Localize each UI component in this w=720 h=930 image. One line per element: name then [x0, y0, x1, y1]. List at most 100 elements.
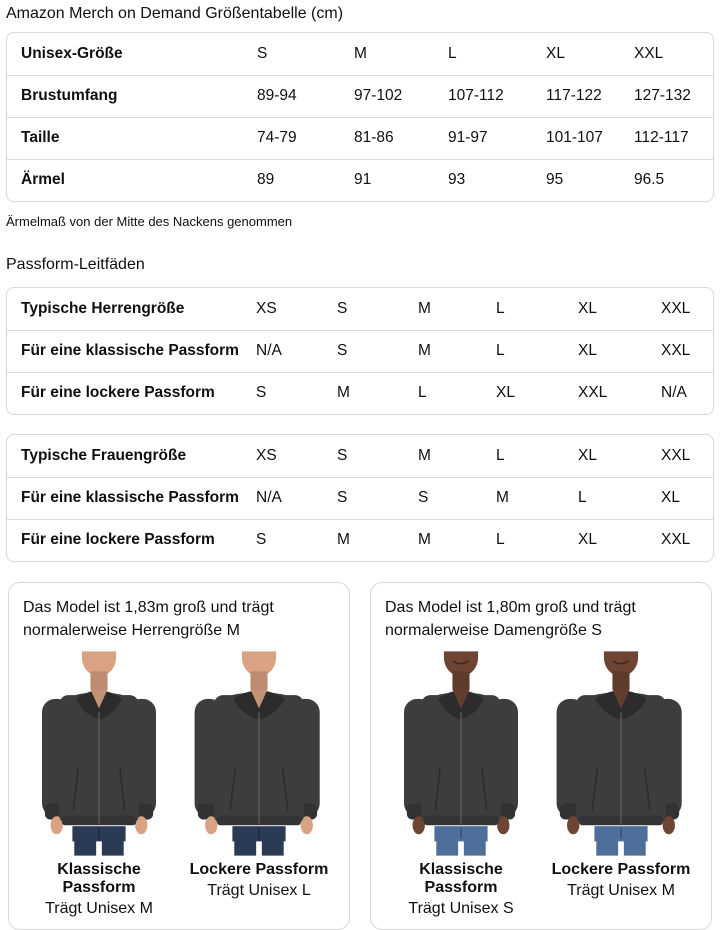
model-card-womens: Das Model ist 1,80m groß und trägt norma… [370, 582, 712, 930]
size-value-cell: S [337, 329, 418, 373]
size-value-cell: 127-132 [634, 74, 713, 118]
size-value-cell: 101-107 [546, 116, 634, 160]
size-col-header: L [496, 299, 505, 317]
size-value-cell: L [496, 518, 578, 562]
row-label: Ärmel [7, 158, 257, 202]
size-col-header: S [337, 299, 348, 317]
model-photos: Klassische Passform Trägt Unisex M Locke… [23, 650, 335, 918]
photo-block-classic: Klassische Passform Trägt Unisex S [385, 650, 537, 918]
size-col-header: S [337, 446, 348, 464]
size-value-cell: S [256, 371, 337, 415]
size-value-cell: 91 [354, 158, 448, 202]
table-row-loose-fit: Für eine lockere Passform S M L XL XXL N… [7, 371, 713, 415]
size-value-cell: L [496, 329, 578, 373]
row-label: Taille [7, 116, 257, 160]
table-row-sleeve: Ärmel 89 91 93 95 96.5 [7, 158, 713, 202]
model-description: Das Model ist 1,83m groß und trägt norma… [23, 599, 274, 640]
size-value-cell: 89-94 [257, 74, 354, 118]
fit-table-header-row: Typische Herrengröße XS S M L XL XXL [7, 288, 713, 330]
row-label: Typische Herrengröße [21, 299, 185, 317]
size-col-header: XXL [661, 446, 691, 464]
size-value-cell: S [256, 518, 337, 562]
size-value-cell: 112-117 [634, 116, 713, 160]
row-label: Für eine klassische Passform [7, 476, 256, 520]
size-value-cell: 95 [546, 158, 634, 202]
size-value-cell: 97-102 [354, 74, 448, 118]
size-value-cell: 107-112 [448, 74, 546, 118]
size-col-header: XXL [661, 299, 691, 317]
model-card-mens: Das Model ist 1,83m groß und trägt norma… [8, 582, 350, 930]
size-value-cell: 89 [257, 158, 354, 202]
size-col-header: M [354, 44, 367, 62]
table-row-chest: Brustumfang 89-94 97-102 107-112 117-122… [7, 74, 713, 118]
size-col-header: M [418, 299, 431, 317]
size-value-cell: XXL [661, 518, 713, 562]
fit-label: Lockere Passform [189, 861, 329, 879]
size-value-cell: M [418, 518, 496, 562]
sleeve-measure-footnote: Ärmelmaß von der Mitte des Nackens genom… [6, 214, 293, 230]
table-row-classic-fit: Für eine klassische Passform N/A S S M L… [7, 476, 713, 520]
page-title: Amazon Merch on Demand Größentabelle (cm… [6, 5, 344, 22]
size-col-header: XL [578, 446, 597, 464]
size-value-cell: 117-122 [546, 74, 634, 118]
size-value-cell: N/A [256, 329, 337, 373]
size-label: Trägt Unisex M [567, 882, 675, 900]
fit-table-header-row: Typische Frauengröße XS S M L XL XXL [7, 435, 713, 477]
model-photo-mens-classic [23, 650, 175, 857]
size-label: Trägt Unisex L [207, 882, 311, 900]
size-value-cell: S [337, 476, 418, 520]
model-photo-womens-classic [385, 650, 537, 857]
model-cards-row: Das Model ist 1,83m groß und trägt norma… [8, 582, 712, 930]
size-value-cell: S [418, 476, 496, 520]
size-value-cell: XXL [661, 329, 713, 373]
size-col-header: XL [546, 44, 565, 62]
size-value-cell: N/A [256, 476, 337, 520]
size-col-header: L [496, 446, 505, 464]
size-value-cell: M [337, 518, 418, 562]
size-value-cell: M [496, 476, 578, 520]
size-col-header: XL [578, 299, 597, 317]
size-value-cell: L [578, 476, 661, 520]
size-value-cell: N/A [661, 371, 713, 415]
size-value-cell: 74-79 [257, 116, 354, 160]
size-value-cell: XL [661, 476, 713, 520]
row-label: Unisex-Größe [21, 44, 123, 62]
fit-label: Lockere Passform [551, 861, 691, 879]
size-value-cell: 91-97 [448, 116, 546, 160]
photo-block-loose: Lockere Passform Trägt Unisex M [545, 650, 697, 918]
fit-guides-heading: Passform-Leitfäden [6, 256, 145, 274]
fit-label: Klassische Passform [57, 861, 141, 897]
size-table: Unisex-Größe S M L XL XXL Brustumfang 89… [6, 32, 714, 203]
photo-block-classic: Klassische Passform Trägt Unisex M [23, 650, 175, 918]
photo-block-loose: Lockere Passform Trägt Unisex L [183, 650, 335, 918]
row-label: Für eine lockere Passform [7, 371, 256, 415]
size-value-cell: 93 [448, 158, 546, 202]
fit-table-womens: Typische Frauengröße XS S M L XL XXL Für… [6, 434, 714, 563]
row-label: Typische Frauengröße [21, 446, 187, 464]
size-table-header-row: Unisex-Größe S M L XL XXL [7, 33, 713, 75]
size-value-cell: XXL [578, 371, 661, 415]
size-value-cell: 96.5 [634, 158, 713, 202]
fit-table-mens: Typische Herrengröße XS S M L XL XXL Für… [6, 287, 714, 416]
fit-label: Klassische Passform [419, 861, 503, 897]
size-col-header: L [448, 44, 457, 62]
row-label: Brustumfang [7, 74, 257, 118]
row-label: Für eine klassische Passform [7, 329, 256, 373]
size-label: Trägt Unisex S [408, 900, 514, 918]
size-col-header: XS [256, 446, 277, 464]
size-value-cell: XL [496, 371, 578, 415]
size-col-header: M [418, 446, 431, 464]
size-value-cell: M [337, 371, 418, 415]
model-photo-womens-loose [545, 650, 697, 857]
size-value-cell: L [418, 371, 496, 415]
size-value-cell: XL [578, 329, 661, 373]
table-row-waist: Taille 74-79 81-86 91-97 101-107 112-117 [7, 116, 713, 160]
size-value-cell: XL [578, 518, 661, 562]
model-photos: Klassische Passform Trägt Unisex S Locke… [385, 650, 697, 918]
size-col-header: XS [256, 299, 277, 317]
table-row-classic-fit: Für eine klassische Passform N/A S M L X… [7, 329, 713, 373]
table-row-loose-fit: Für eine lockere Passform S M M L XL XXL [7, 518, 713, 562]
size-col-header: S [257, 44, 268, 62]
size-label: Trägt Unisex M [45, 900, 153, 918]
